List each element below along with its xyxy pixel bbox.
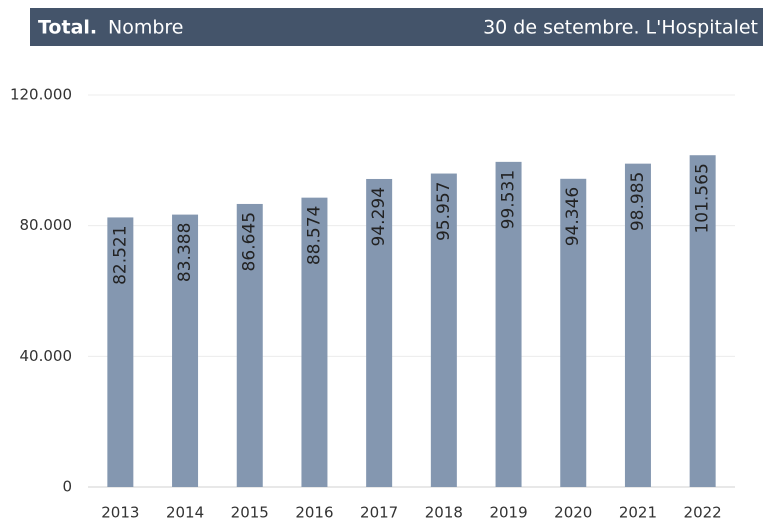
- y-tick-label: 40.000: [20, 347, 73, 365]
- bar: [301, 197, 328, 487]
- bar: [366, 178, 393, 487]
- x-tick-label: 2015: [231, 504, 269, 522]
- x-tick-label: 2013: [101, 504, 139, 522]
- x-tick-label: 2022: [684, 504, 722, 522]
- value-label: 94.346: [563, 187, 583, 246]
- value-label: 94.294: [369, 187, 389, 246]
- value-label: 101.565: [693, 163, 713, 233]
- value-label: 88.574: [304, 206, 324, 265]
- value-label: 83.388: [175, 223, 195, 282]
- value-label: 98.985: [628, 172, 648, 231]
- y-tick-label: 120.000: [10, 86, 72, 104]
- x-tick-label: 2021: [619, 504, 657, 522]
- bar: [689, 155, 716, 487]
- value-label: 86.645: [240, 212, 260, 271]
- bar: [172, 214, 199, 488]
- bar: [236, 203, 263, 488]
- value-label: 82.521: [110, 225, 130, 284]
- x-tick-label: 2018: [425, 504, 463, 522]
- header-bar: [30, 8, 763, 46]
- y-tick-label: 0: [62, 478, 72, 496]
- bar: [430, 173, 457, 487]
- subtitle: 30 de setembre. L'Hospitalet: [483, 17, 758, 39]
- value-label: 95.957: [434, 182, 454, 241]
- x-tick-label: 2017: [360, 504, 398, 522]
- x-tick-label: 2016: [295, 504, 333, 522]
- bar: [495, 161, 522, 487]
- y-tick-label: 80.000: [20, 216, 73, 234]
- x-tick-label: 2020: [554, 504, 592, 522]
- bar: [560, 178, 587, 487]
- title-prefix: Total.: [38, 17, 97, 39]
- bar: [624, 163, 651, 488]
- bar: [107, 217, 134, 487]
- chart-title: Nombre: [108, 17, 184, 39]
- x-tick-label: 2019: [489, 504, 527, 522]
- x-tick-label: 2014: [166, 504, 204, 522]
- value-label: 99.531: [499, 170, 519, 229]
